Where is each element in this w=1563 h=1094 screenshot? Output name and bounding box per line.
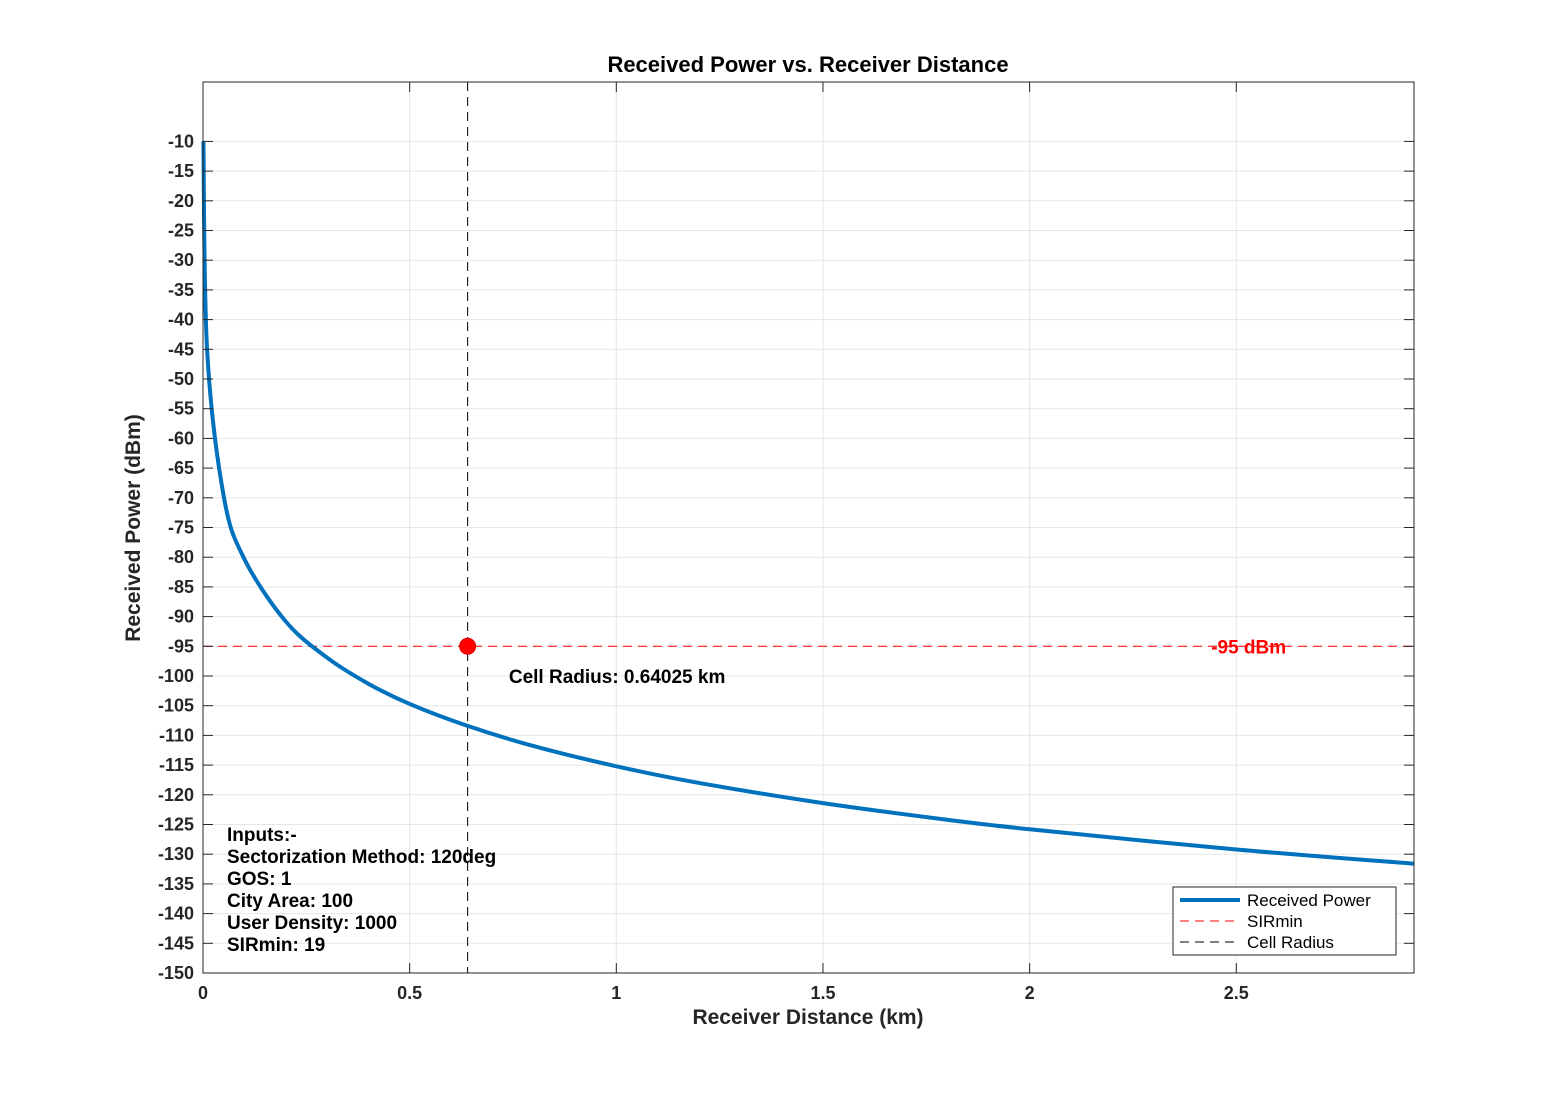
inputs-annotation: Inputs:- Sectorization Method: 120deg GO… [227, 825, 496, 956]
inputs-line: Sectorization Method: 120deg [227, 847, 496, 868]
y-tick-label: -145 [158, 933, 194, 953]
y-tick-label: -10 [168, 131, 194, 151]
y-tick-label: -70 [168, 488, 194, 508]
y-tick-label: -100 [158, 666, 194, 686]
y-tick-label: -85 [168, 577, 194, 597]
legend-label: Received Power [1247, 891, 1371, 910]
y-tick-label: -150 [158, 963, 194, 983]
inputs-line: Inputs:- [227, 825, 297, 846]
y-tick-label: -40 [168, 310, 194, 330]
threshold-label: -95 dBm [1211, 637, 1286, 658]
y-tick-label: -50 [168, 369, 194, 389]
cell-radius-label: Cell Radius: 0.64025 km [509, 667, 726, 688]
y-tick-label: -125 [158, 815, 194, 835]
tick-labels: 0 0.5 1 1.5 2 2.5 -150 -145 -140 -135 -130 -125 -120… [158, 131, 1249, 1003]
chart-title: Received Power vs. Receiver Distance [607, 52, 1008, 77]
y-tick-label: -35 [168, 280, 194, 300]
y-tick-label: -20 [168, 191, 194, 211]
y-tick-label: -55 [168, 399, 194, 419]
x-tick-label: 0 [198, 983, 208, 1003]
y-tick-label: -130 [158, 844, 194, 864]
y-tick-label: -120 [158, 785, 194, 805]
x-axis-label: Receiver Distance (km) [692, 1006, 923, 1029]
x-tick-label: 2 [1025, 983, 1035, 1003]
y-tick-label: -110 [159, 725, 194, 745]
legend-label: Cell Radius [1247, 933, 1334, 952]
ticks [202, 82, 1414, 974]
x-tick-label: 1 [611, 983, 621, 1003]
series-layer [201, 141, 1415, 866]
y-axis-label: Received Power (dBm) [122, 414, 145, 642]
y-tick-label: -80 [168, 547, 194, 567]
reference-lines [203, 82, 1414, 973]
y-tick-label: -105 [158, 696, 194, 716]
inputs-line: User Density: 1000 [227, 913, 397, 934]
x-tick-label: 2.5 [1224, 983, 1249, 1003]
y-tick-label: -95 [168, 636, 194, 656]
legend: Received Power SIRmin Cell Radius [1172, 886, 1397, 956]
y-tick-label: -65 [168, 458, 194, 478]
x-tick-label: 1.5 [810, 983, 835, 1003]
inputs-line: GOS: 1 [227, 869, 292, 890]
inputs-line: SIRmin: 19 [227, 935, 325, 956]
y-tick-label: -75 [168, 518, 194, 538]
y-tick-label: -135 [158, 874, 194, 894]
received-power-line [201, 141, 1415, 866]
legend-label: SIRmin [1247, 912, 1303, 931]
cell-radius-point [459, 637, 477, 655]
y-tick-label: -15 [168, 161, 194, 181]
x-tick-label: 0.5 [397, 983, 422, 1003]
y-tick-label: -140 [158, 904, 194, 924]
y-tick-label: -115 [159, 755, 194, 775]
y-tick-label: -30 [168, 250, 194, 270]
y-tick-label: -45 [168, 339, 194, 359]
y-tick-label: -25 [168, 221, 194, 241]
y-tick-label: -60 [168, 428, 194, 448]
inputs-line: City Area: 100 [227, 891, 353, 912]
y-tick-label: -90 [168, 607, 194, 627]
